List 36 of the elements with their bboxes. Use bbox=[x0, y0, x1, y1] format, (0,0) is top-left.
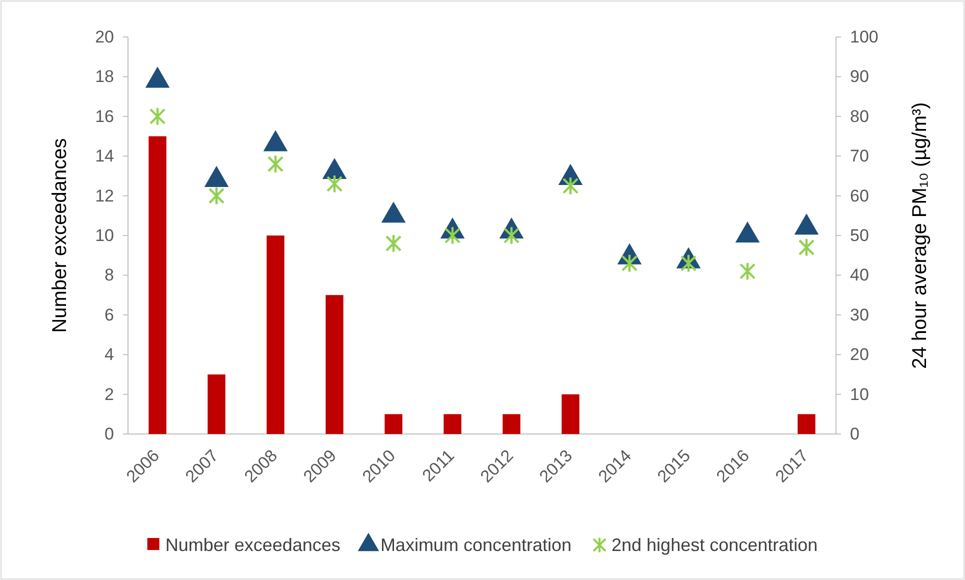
bar bbox=[148, 136, 166, 434]
y-tick-label: 10 bbox=[95, 226, 114, 245]
bar bbox=[798, 414, 816, 434]
y-tick-label: 6 bbox=[104, 305, 114, 324]
y-tick-label: 20 bbox=[95, 27, 114, 46]
y2-tick-label: 40 bbox=[850, 266, 869, 285]
y-tick-label: 0 bbox=[104, 424, 114, 444]
y-tick-label: 18 bbox=[95, 67, 114, 86]
y2-tick-label: 90 bbox=[850, 67, 869, 86]
bar bbox=[444, 414, 462, 434]
bar bbox=[502, 414, 520, 434]
y-tick-label: 16 bbox=[95, 106, 114, 126]
bar bbox=[208, 374, 226, 434]
y2-tick-label: 0 bbox=[850, 424, 860, 444]
y2-tick-label: 80 bbox=[850, 106, 869, 126]
y2-tick-label: 10 bbox=[850, 384, 869, 404]
y-tick-label: 8 bbox=[104, 266, 114, 285]
y2-tick-label: 30 bbox=[850, 305, 869, 324]
y2-tick-label: 50 bbox=[850, 226, 869, 245]
y-tick-label: 14 bbox=[95, 146, 114, 166]
legend-label: Maximum concentration bbox=[380, 535, 572, 555]
y-tick-label: 12 bbox=[95, 186, 114, 206]
bar bbox=[266, 236, 284, 434]
y2-tick-label: 60 bbox=[850, 186, 869, 206]
bar bbox=[562, 394, 580, 434]
legend-label: 2nd highest concentration bbox=[612, 535, 818, 555]
bar bbox=[326, 295, 344, 434]
y2-tick-label: 100 bbox=[850, 27, 878, 46]
y-axis-title: Number exceedances bbox=[49, 138, 71, 333]
y-tick-label: 2 bbox=[104, 384, 114, 404]
legend-label: Number exceedances bbox=[165, 535, 340, 555]
y2-axis-title: 24 hour average PM₁₀ (µg/m³) bbox=[909, 102, 931, 369]
y-tick-label: 4 bbox=[104, 345, 114, 364]
y2-tick-label: 20 bbox=[850, 345, 869, 364]
y2-tick-label: 70 bbox=[850, 146, 869, 166]
bar bbox=[384, 414, 402, 434]
